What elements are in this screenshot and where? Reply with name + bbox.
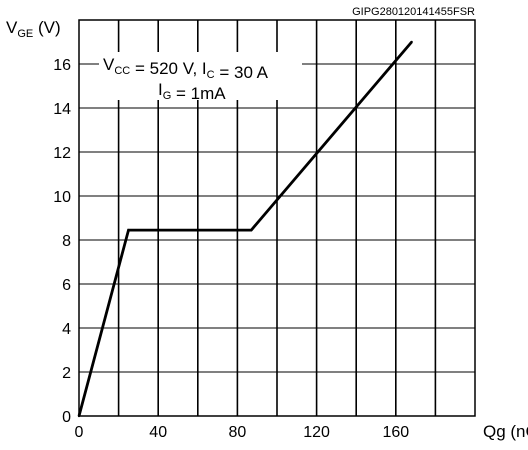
reference-code: GIPG280120141455FSR <box>352 6 475 18</box>
x-tick-label: 120 <box>303 424 330 441</box>
x-tick-label: 0 <box>75 424 84 441</box>
y-tick-label: 6 <box>62 277 71 294</box>
y-tick-label: 2 <box>62 365 71 382</box>
x-tick-labels: 0 40 80 120 160 <box>75 424 410 441</box>
curve-vertex <box>250 229 252 231</box>
y-axis-title: VGE (V) <box>6 18 61 40</box>
curve-vertex <box>78 415 80 417</box>
x-axis-title: Qg (nC) <box>483 422 528 441</box>
curve-vertex <box>127 229 129 231</box>
y-tick-label: 12 <box>53 145 71 162</box>
y-tick-label: 16 <box>53 57 71 74</box>
y-tick-label: 4 <box>62 321 71 338</box>
curve-vertex <box>410 41 412 43</box>
y-tick-labels: 0 2 4 6 8 10 12 14 16 <box>53 57 71 426</box>
y-tick-label: 0 <box>62 409 71 426</box>
x-tick-label: 80 <box>229 424 247 441</box>
x-tick-label: 160 <box>382 424 409 441</box>
x-tick-label: 40 <box>149 424 167 441</box>
y-tick-label: 8 <box>62 233 71 250</box>
y-tick-label: 14 <box>53 101 71 118</box>
y-tick-label: 10 <box>53 189 71 206</box>
